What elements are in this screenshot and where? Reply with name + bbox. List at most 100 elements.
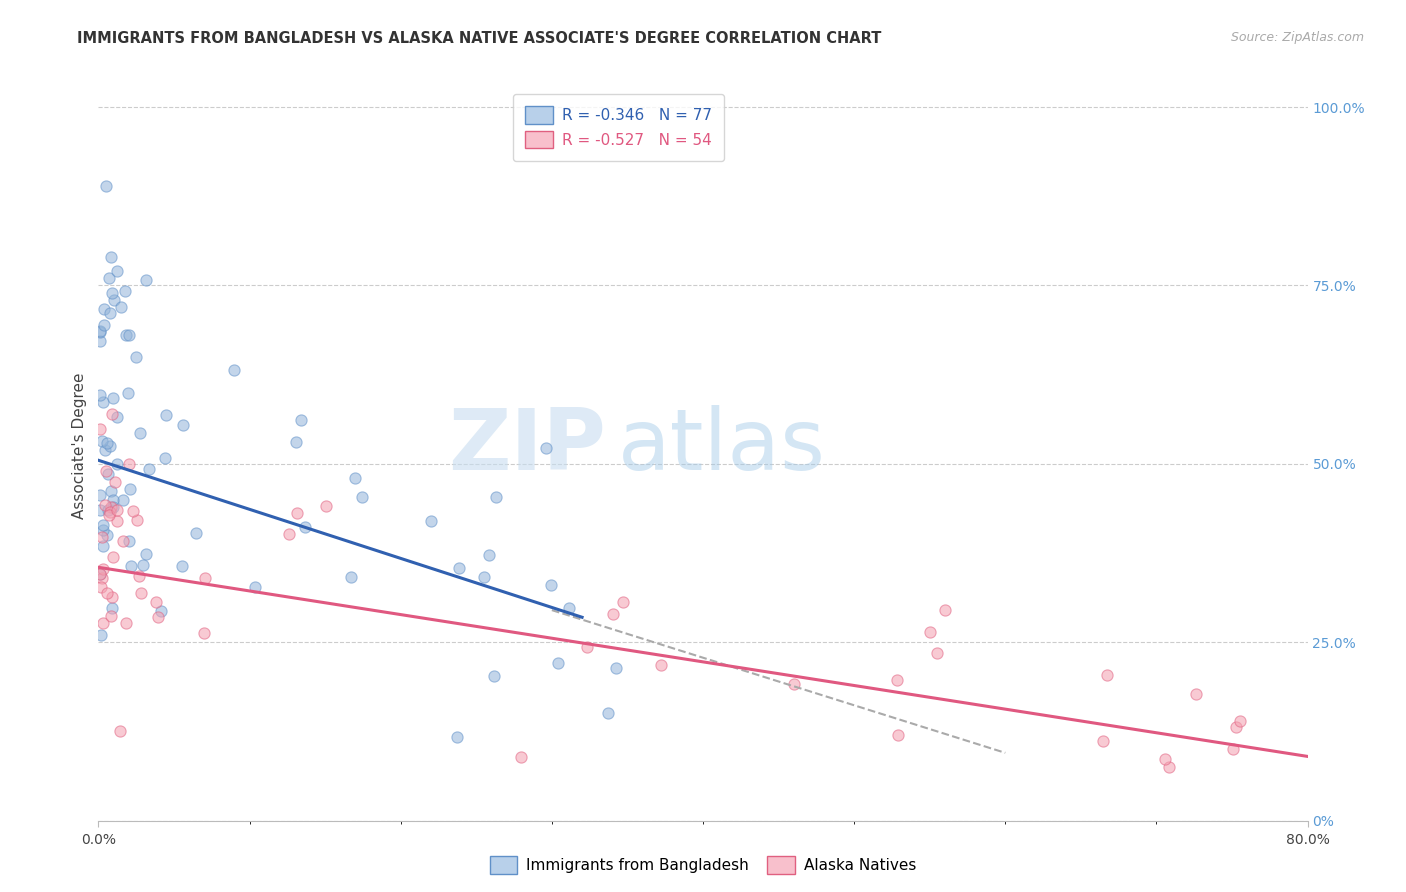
Point <box>350 490 373 504</box>
Point <box>1222 742 1244 756</box>
Point <box>125 350 148 364</box>
Point <box>98 505 121 519</box>
Point <box>135 273 157 287</box>
Point <box>340 570 363 584</box>
Point <box>285 434 308 449</box>
Point <box>534 441 557 455</box>
Point <box>145 595 167 609</box>
Point <box>605 660 627 674</box>
Point <box>172 417 194 432</box>
Point <box>89 324 111 338</box>
Point <box>118 534 141 549</box>
Point <box>96 527 118 541</box>
Point <box>1095 667 1118 681</box>
Text: IMMIGRANTS FROM BANGLADESH VS ALASKA NATIVE ASSOCIATE'S DEGREE CORRELATION CHART: IMMIGRANTS FROM BANGLADESH VS ALASKA NAT… <box>77 31 882 46</box>
Point <box>153 450 176 465</box>
Point <box>285 506 308 520</box>
Point <box>91 530 114 544</box>
Point <box>91 562 114 576</box>
Point <box>112 493 135 508</box>
Point <box>132 558 155 572</box>
Point <box>105 457 128 471</box>
Point <box>89 334 111 348</box>
Point <box>886 673 908 687</box>
Point <box>918 624 941 639</box>
Point <box>96 586 118 600</box>
Text: Source: ZipAtlas.com: Source: ZipAtlas.com <box>1230 31 1364 45</box>
Point <box>420 514 443 528</box>
Point <box>91 539 114 553</box>
Point <box>103 475 125 489</box>
Point <box>98 306 121 320</box>
Point <box>122 503 145 517</box>
Point <box>112 533 135 548</box>
Point <box>94 178 117 193</box>
Point <box>91 395 114 409</box>
Point <box>934 603 956 617</box>
Point <box>344 471 367 485</box>
Point <box>101 392 124 406</box>
Point <box>89 566 111 581</box>
Point <box>294 520 316 534</box>
Point <box>194 571 217 585</box>
Point <box>101 601 124 615</box>
Point <box>114 615 136 630</box>
Point <box>290 413 312 427</box>
Point <box>927 646 949 660</box>
Point <box>93 302 115 317</box>
Point <box>91 571 114 585</box>
Point <box>243 580 266 594</box>
Point <box>1154 752 1177 766</box>
Point <box>100 407 122 421</box>
Point <box>100 500 122 514</box>
Point <box>118 457 141 471</box>
Point <box>150 604 173 618</box>
Legend: Immigrants from Bangladesh, Alaska Natives: Immigrants from Bangladesh, Alaska Nativ… <box>484 850 922 880</box>
Point <box>89 488 111 502</box>
Point <box>472 570 495 584</box>
Point <box>110 300 132 314</box>
Point <box>89 567 111 582</box>
Point <box>128 568 150 582</box>
Point <box>107 502 129 516</box>
Y-axis label: Associate's Degree: Associate's Degree <box>72 373 87 519</box>
Point <box>887 728 910 742</box>
Point <box>105 409 128 424</box>
Point <box>484 490 506 504</box>
Point <box>540 578 562 592</box>
Text: atlas: atlas <box>619 404 827 488</box>
Point <box>108 724 131 739</box>
Point <box>125 513 148 527</box>
Point <box>120 482 142 496</box>
Point <box>89 422 111 436</box>
Point <box>449 560 471 574</box>
Point <box>90 628 112 642</box>
Point <box>93 318 115 332</box>
Point <box>446 730 468 744</box>
Point <box>547 656 569 670</box>
Point <box>155 408 177 422</box>
Point <box>222 363 245 377</box>
Point <box>278 526 301 541</box>
Point <box>596 706 619 720</box>
Point <box>105 264 128 278</box>
Point <box>129 586 152 600</box>
Point <box>193 625 215 640</box>
Point <box>129 425 152 440</box>
Point <box>576 640 599 654</box>
Point <box>101 285 124 300</box>
Point <box>484 669 506 683</box>
Point <box>89 325 111 339</box>
Point <box>184 526 207 541</box>
Point <box>96 435 118 450</box>
Point <box>510 749 533 764</box>
Legend: R = -0.346   N = 77, R = -0.527   N = 54: R = -0.346 N = 77, R = -0.527 N = 54 <box>513 94 724 161</box>
Point <box>91 616 114 631</box>
Point <box>100 250 122 264</box>
Point <box>135 547 157 561</box>
Point <box>117 385 139 400</box>
Point <box>100 483 122 498</box>
Point <box>558 601 581 615</box>
Point <box>120 559 142 574</box>
Point <box>97 467 120 481</box>
